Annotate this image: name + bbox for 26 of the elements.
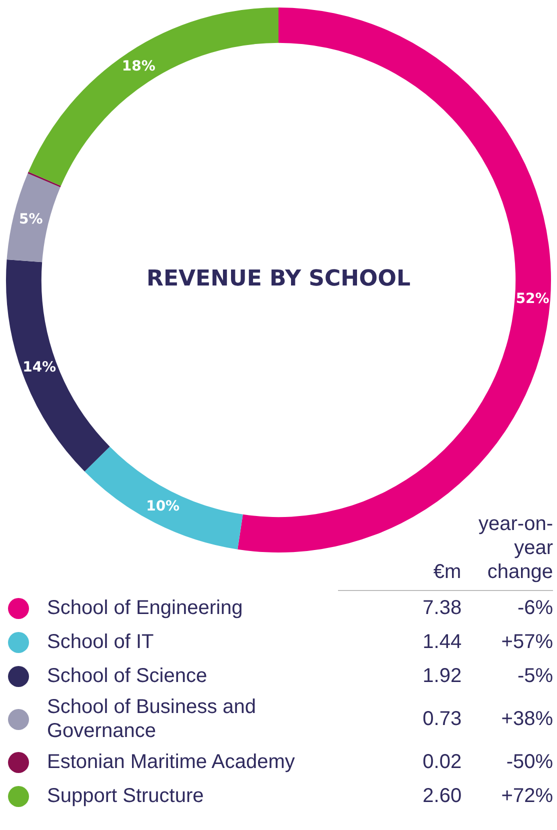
text: 1.44	[422, 630, 462, 654]
text: REVENUE BY SCHOOL	[146, 266, 410, 292]
data-label: 5%	[19, 211, 43, 228]
text: €m	[338, 560, 462, 591]
legend-label: Support Structure	[47, 784, 205, 808]
text: 0.73	[422, 708, 462, 730]
legend-label: School of IT	[47, 630, 155, 654]
text: 1.92	[422, 664, 462, 688]
text: -6%	[516, 596, 554, 620]
data-label: 52%	[516, 290, 550, 307]
legend-label: School of Science	[47, 664, 208, 688]
text: +57%	[500, 630, 554, 654]
legend-label: School of Engineering	[47, 596, 244, 620]
text: 7.38	[422, 596, 462, 620]
text: year-on-year change	[461, 512, 553, 591]
text: 0.02	[422, 750, 462, 774]
data-label: 18%	[122, 58, 156, 75]
text: 2.60	[422, 784, 462, 808]
text: -5%	[516, 664, 554, 688]
legend-label: Estonian Maritime Academy	[47, 750, 296, 774]
legend-label: School of Business and Governance	[47, 695, 258, 743]
data-label: 14%	[22, 359, 56, 376]
text: +72%	[500, 784, 554, 808]
data-label: 10%	[146, 498, 180, 515]
text: +38%	[500, 708, 553, 730]
text: -50%	[505, 750, 554, 774]
